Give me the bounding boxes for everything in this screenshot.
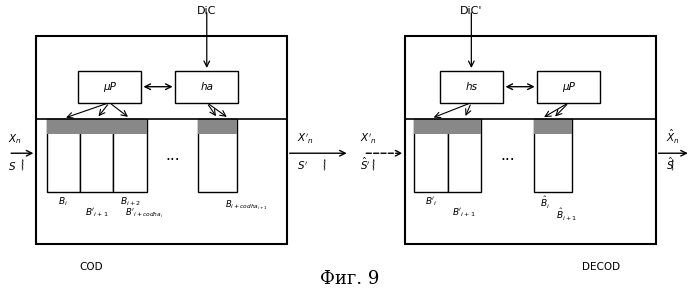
Text: $B_i$: $B_i$ (59, 195, 69, 208)
Text: Фиг. 9: Фиг. 9 (320, 270, 379, 288)
Bar (47, 119, 80, 134)
Text: $S'$: $S'$ (297, 160, 308, 172)
Text: $X'_n$: $X'_n$ (360, 132, 377, 146)
Text: $S$: $S$ (8, 160, 17, 172)
Text: $B'_{i+codha_i}$: $B'_{i+codha_i}$ (125, 207, 163, 220)
Bar (80, 119, 113, 192)
Bar (80, 119, 113, 134)
Text: /: / (670, 158, 677, 172)
Text: $X_n$: $X_n$ (8, 132, 22, 146)
Bar (199, 119, 237, 192)
Bar (415, 119, 447, 192)
Text: /: / (322, 158, 329, 172)
Bar (534, 119, 572, 192)
Bar (113, 119, 147, 192)
Bar (440, 71, 503, 102)
Bar (175, 71, 238, 102)
Text: $\hat{S}$: $\hat{S}$ (666, 156, 675, 172)
Text: ...: ... (166, 148, 180, 163)
Bar (47, 119, 80, 192)
Bar (447, 119, 481, 134)
Text: μP: μP (563, 82, 575, 92)
Text: $B'_{i+1}$: $B'_{i+1}$ (452, 207, 476, 219)
Text: $X'_n$: $X'_n$ (297, 132, 314, 146)
Text: hs: hs (466, 82, 477, 92)
Text: DiC': DiC' (460, 6, 482, 16)
Bar (78, 71, 140, 102)
Text: $\hat{B}_{i+1}$: $\hat{B}_{i+1}$ (556, 207, 577, 223)
Text: DiC: DiC (197, 6, 217, 16)
Bar (199, 119, 237, 134)
Text: $B'_i$: $B'_i$ (424, 195, 438, 208)
Text: COD: COD (80, 262, 103, 272)
Bar (405, 36, 656, 244)
Text: $B'_{i+1}$: $B'_{i+1}$ (85, 207, 109, 219)
Text: $\hat{X}_n$: $\hat{X}_n$ (666, 128, 680, 146)
Bar (113, 119, 147, 134)
Text: /: / (19, 158, 26, 172)
Text: ...: ... (500, 148, 515, 163)
Bar (538, 71, 600, 102)
Bar (415, 119, 447, 134)
Bar (36, 36, 287, 244)
Text: $B_{i+2}$: $B_{i+2}$ (120, 195, 140, 208)
Text: ha: ha (201, 82, 213, 92)
Text: $\hat{B}_i$: $\hat{B}_i$ (540, 195, 551, 211)
Bar (447, 119, 481, 192)
Text: $\hat{S}'$: $\hat{S}'$ (360, 156, 370, 172)
Text: /: / (370, 158, 377, 172)
Text: DECOD: DECOD (582, 262, 620, 272)
Text: μP: μP (103, 82, 116, 92)
Text: $B_{i+codha_{i+1}}$: $B_{i+codha_{i+1}}$ (224, 198, 267, 212)
Bar (534, 119, 572, 134)
